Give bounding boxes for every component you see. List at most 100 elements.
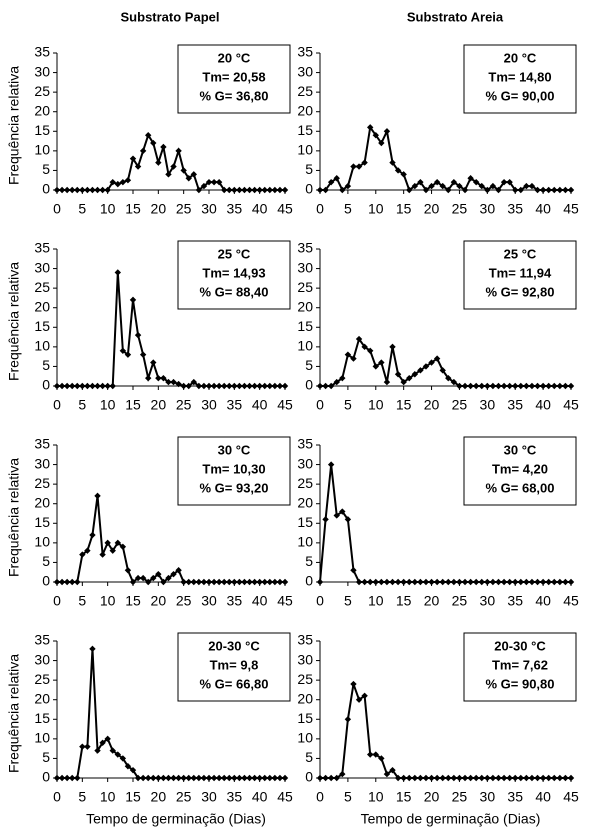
data-point [170,570,177,578]
data-point [523,578,530,586]
y-tick-label: 30 [297,63,313,79]
data-point [221,382,228,390]
x-tick-label: 30 [201,397,217,413]
annotation-text: Tm= 11,94 [489,265,552,280]
data-point [389,159,396,166]
data-point [506,578,513,586]
data-point [545,774,552,782]
y-axis-label: Frequência relativa [6,262,22,381]
annotation-text: % G= 68,00 [485,480,554,495]
x-tick-label: 5 [344,593,352,609]
data-point [180,774,187,782]
data-point [389,343,396,351]
data-point [433,355,441,362]
data-point [523,182,530,190]
data-point [556,774,564,782]
annotation-text: 30 °C [218,442,251,457]
data-point [500,578,508,586]
data-point [422,578,430,586]
y-tick-label: 35 [34,436,50,452]
y-tick-label: 25 [297,279,313,295]
data-point [327,382,335,390]
data-point [344,516,352,523]
data-point [89,645,96,653]
data-point [484,578,491,586]
data-point [551,774,558,782]
annotation-text: % G= 66,80 [199,676,268,691]
data-point [461,186,469,194]
y-tick-label: 25 [297,475,313,491]
data-point [534,186,541,194]
annotation-text: 20-30 °C [494,638,546,653]
data-point [406,374,413,382]
data-point [145,374,152,382]
data-point [185,382,192,390]
data-point [84,743,91,750]
data-point [58,578,66,586]
x-tick-label: 25 [176,789,192,805]
data-point [339,508,346,515]
data-point [456,578,463,586]
data-point [355,335,363,343]
annotation-text: 25 °C [504,246,537,261]
data-point [450,774,458,782]
data-point [367,124,374,131]
annotation-text: % G= 36,80 [199,88,268,103]
data-point [450,178,458,186]
data-point [180,382,187,390]
y-tick-label: 0 [42,377,50,393]
y-tick-label: 5 [42,357,50,373]
y-tick-label: 30 [297,455,313,471]
data-point [361,692,368,699]
x-tick-label: 45 [563,201,579,217]
data-point [372,751,379,758]
data-point [114,180,121,188]
data-point [539,382,547,390]
data-point [422,186,430,194]
data-point [114,751,121,758]
x-tick-label: 15 [125,397,141,413]
annotation-box [463,632,577,702]
data-point [367,347,374,354]
y-axis-label: Frequência relativa [6,458,22,577]
data-point [226,186,233,194]
data-point [69,578,76,586]
data-point [155,570,162,578]
data-point [350,163,357,170]
x-tick-label: 15 [396,397,412,413]
annotation-box [463,240,577,310]
data-point [129,155,137,162]
data-point [124,763,132,770]
data-point [155,159,162,166]
data-point [256,578,263,586]
data-point [266,186,273,194]
data-point [545,578,552,586]
data-point [89,382,96,390]
annotation-text: 20-30 °C [208,638,260,653]
data-point [545,382,552,390]
y-tick-label: 0 [305,769,313,785]
data-point [226,578,233,586]
data-point [417,367,424,374]
data-point [372,132,379,139]
data-point [145,132,152,139]
x-tick-label: 45 [277,201,293,217]
annotation-text: 20 °C [218,50,251,65]
x-tick-label: 45 [563,789,579,805]
data-point [134,163,142,170]
annotation-text: % G= 92,80 [485,284,554,299]
data-point [271,382,279,390]
data-point [236,578,243,586]
x-tick-label: 10 [368,789,384,805]
x-tick-label: 35 [227,201,243,217]
x-tick-label: 25 [176,397,192,413]
annotation-text: Tm= 7,62 [492,657,548,672]
data-point [322,186,329,194]
data-point [94,186,101,194]
data-point [205,774,213,782]
data-point [534,774,541,782]
data-point [104,735,111,743]
annotation-text: % G= 90,00 [485,88,554,103]
column-title: Substrato Papel [121,9,220,24]
data-point [484,774,491,782]
